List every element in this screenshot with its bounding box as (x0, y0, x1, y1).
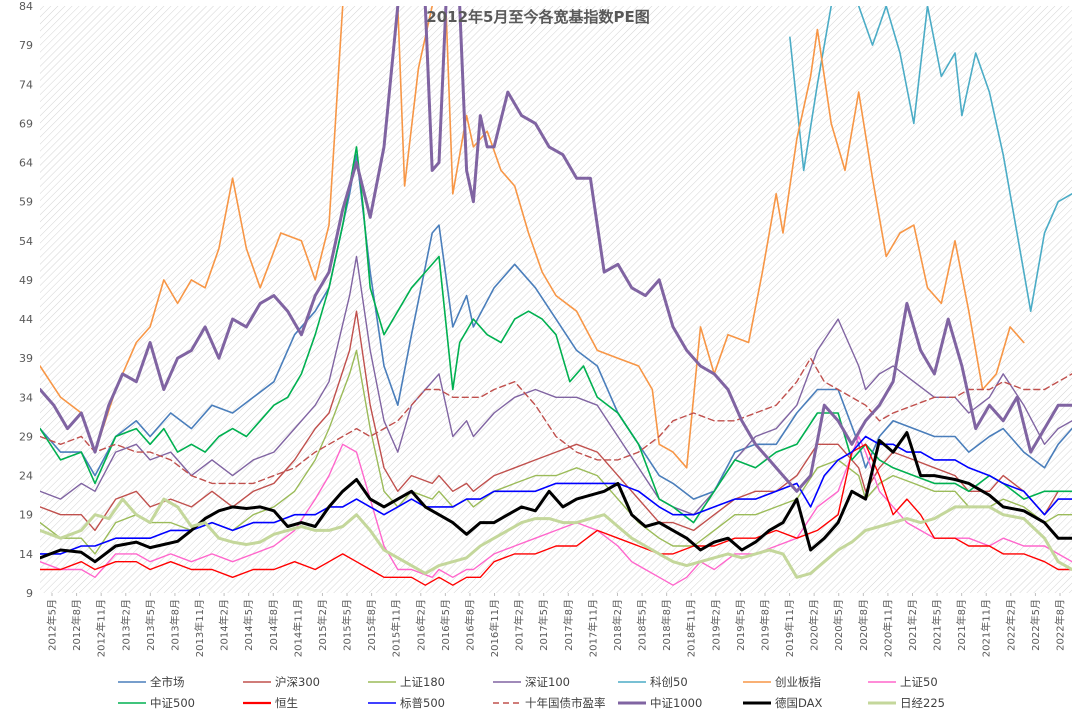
x-tick-label: 2012年8月 (70, 599, 83, 651)
y-tick-label: 19 (19, 509, 33, 522)
x-tick-label: 2017年5月 (537, 599, 550, 651)
x-tick-label: 2020年2月 (808, 599, 821, 651)
y-tick-label: 34 (19, 391, 33, 404)
legend-label: 恒生 (275, 696, 298, 710)
legend-label: 标普500 (400, 696, 445, 710)
x-tick-label: 2021年2月 (906, 599, 919, 651)
series-line-4 (789, 6, 832, 172)
x-tick-label: 2021年8月 (955, 599, 968, 651)
y-tick-label: 64 (19, 157, 33, 170)
legend-label: 中证500 (150, 696, 195, 710)
x-tick-label: 2015年2月 (316, 599, 329, 651)
legend: 全市场 沪深300 上证180 深证100 科创50 创业板指 上证50 中证500 恒生 标普5… (118, 675, 945, 710)
series-line-14 (40, 6, 400, 454)
x-tick-label: 2013年11月 (193, 599, 206, 657)
x-tick-label: 2019年8月 (758, 599, 771, 651)
x-tick-label: 2017年11月 (586, 599, 599, 657)
series-line-1 (40, 310, 1072, 532)
series-line-10 (40, 146, 1072, 524)
x-tick-label: 2016年8月 (463, 599, 476, 651)
x-tick-label: 2017年2月 (513, 599, 526, 651)
legend-label: 科创50 (650, 675, 688, 689)
x-tick-label: 2021年5月 (931, 599, 944, 651)
x-tick-label: 2018年11月 (685, 599, 698, 657)
series-line-17 (40, 431, 1072, 564)
series-line-8 (445, 6, 1025, 469)
legend-label: 深证100 (525, 675, 570, 689)
x-tick-label: 2013年2月 (119, 599, 132, 651)
x-tick-label: 2014年11月 (291, 599, 304, 657)
y-tick-label: 79 (19, 39, 33, 52)
legend-label: 中证1000 (650, 696, 702, 710)
legend-label: 全市场 (150, 675, 185, 689)
x-tick-label: 2022年5月 (1029, 599, 1042, 651)
y-tick-label: 9 (26, 587, 33, 600)
y-tick-label: 54 (19, 235, 33, 248)
plot-background (40, 6, 1072, 593)
x-axis: 2012年5月 2012年8月 2012年11月 2013年2月 2013年5月 2013… (46, 593, 1067, 657)
x-tick-label: 2018年8月 (660, 599, 673, 651)
x-tick-label: 2019年5月 (734, 599, 747, 651)
series-line-13 (40, 357, 1072, 485)
x-tick-label: 2015年5月 (341, 599, 354, 651)
y-tick-label: 69 (19, 117, 33, 130)
x-tick-label: 2014年8月 (267, 599, 280, 651)
series-line-15 (423, 6, 448, 172)
series-line-3 (40, 255, 1072, 516)
legend-label: 上证180 (400, 675, 445, 689)
legend-label: 十年国债市盈率 (525, 696, 606, 710)
x-tick-label: 2018年2月 (611, 599, 624, 651)
x-tick-label: 2020年5月 (832, 599, 845, 651)
legend-label: 创业板指 (775, 675, 821, 689)
y-tick-label: 44 (19, 313, 33, 326)
x-tick-label: 2014年5月 (242, 599, 255, 651)
series-line-5 (857, 6, 1072, 312)
y-tick-label: 49 (19, 274, 33, 287)
series-line-18 (40, 497, 1072, 579)
x-tick-label: 2019年11月 (783, 599, 796, 657)
x-tick-label: 2016年2月 (414, 599, 427, 651)
legend-label: 沪深300 (275, 675, 320, 689)
x-tick-label: 2015年8月 (365, 599, 378, 651)
series-line-16 (458, 6, 1072, 493)
x-tick-label: 2021年11月 (980, 599, 993, 657)
x-tick-label: 2018年5月 (636, 599, 649, 651)
x-tick-label: 2015年11月 (390, 599, 403, 657)
y-tick-label: 84 (19, 0, 33, 13)
x-tick-label: 2022年8月 (1054, 599, 1067, 651)
legend-label: 德国DAX (775, 696, 823, 710)
legend-label: 日经225 (900, 696, 945, 710)
x-tick-label: 2022年2月 (1004, 599, 1017, 651)
series-line-12 (40, 435, 1072, 555)
x-tick-label: 2013年5月 (144, 599, 157, 651)
y-tick-label: 59 (19, 196, 33, 209)
y-tick-label: 24 (19, 470, 33, 483)
series-line-0 (40, 153, 1072, 500)
y-tick-label: 74 (19, 78, 33, 91)
x-tick-label: 2020年8月 (857, 599, 870, 651)
x-tick-label: 2012年11月 (95, 599, 108, 657)
x-tick-label: 2013年8月 (168, 599, 181, 651)
x-tick-label: 2016年11月 (488, 599, 501, 657)
x-tick-label: 2019年2月 (709, 599, 722, 651)
x-tick-label: 2012年5月 (46, 599, 59, 651)
series-line-11 (40, 443, 1072, 586)
series-layer (40, 6, 1072, 586)
y-axis: 9 14 19 24 29 34 39 44 49 54 59 64 69 74 79 84 (19, 0, 33, 600)
x-tick-label: 2017年8月 (562, 599, 575, 651)
legend-label: 上证50 (900, 675, 938, 689)
x-tick-label: 2014年2月 (218, 599, 231, 651)
y-tick-label: 29 (19, 430, 33, 443)
y-tick-label: 14 (19, 548, 33, 561)
y-tick-label: 39 (19, 352, 33, 365)
x-tick-label: 2016年5月 (439, 599, 452, 651)
chart-title: 2012年5月至今各宽基指数PE图 (426, 8, 649, 26)
x-tick-label: 2020年11月 (881, 599, 894, 657)
